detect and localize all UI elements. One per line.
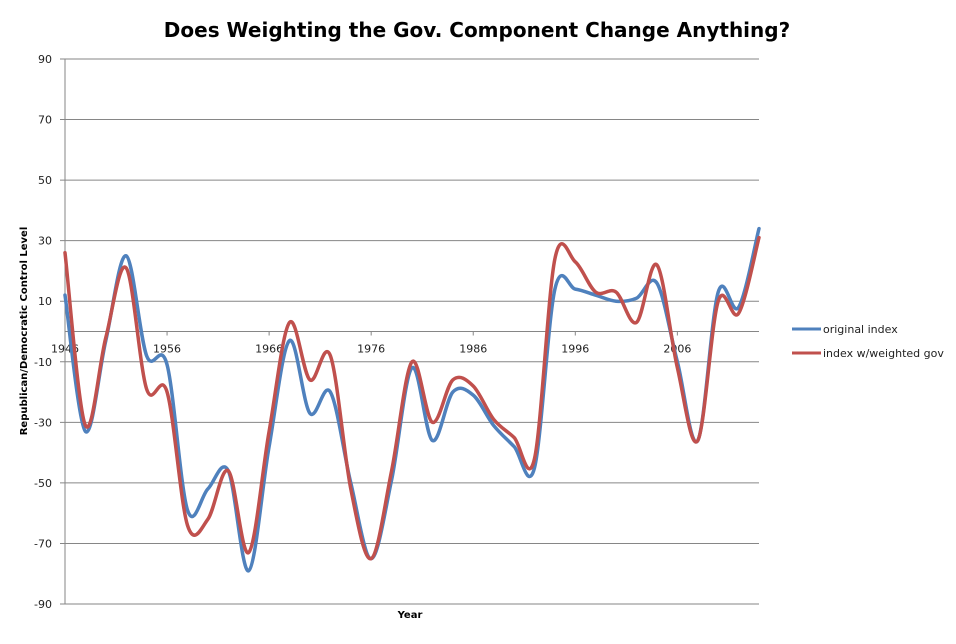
x-axis-label: Year — [397, 610, 423, 621]
y-axis-ticks: 90 70 50 30 10 -10 -30 -50 -70 -90 — [34, 53, 52, 611]
x-tick-label: 1976 — [357, 343, 385, 356]
y-tick-label: 10 — [38, 295, 52, 308]
x-tick-label: 1966 — [255, 343, 283, 356]
y-tick-label: -30 — [34, 416, 52, 429]
legend: original index index w/weighted gov — [792, 323, 944, 360]
x-tick-label: 2006 — [663, 343, 691, 356]
y-tick-label: 50 — [38, 174, 52, 187]
x-tick-label: 1996 — [561, 343, 589, 356]
y-tick-label: 30 — [38, 235, 52, 248]
legend-label-original-index: original index — [823, 323, 898, 336]
y-tick-label: 70 — [38, 114, 52, 127]
series-line-index-w-weighted-gov — [63, 235, 761, 561]
legend-label-weighted-gov: index w/weighted gov — [823, 347, 944, 360]
x-tick-label: 1986 — [459, 343, 487, 356]
series-lines — [63, 226, 761, 573]
chart-title: Does Weighting the Gov. Component Change… — [164, 18, 790, 42]
gridlines — [60, 58, 759, 605]
y-axis-label: Republican/Democratic Control Level — [19, 227, 30, 436]
y-tick-label: -50 — [34, 477, 52, 490]
y-tick-label: 90 — [38, 53, 52, 66]
y-tick-label: -70 — [34, 537, 52, 550]
x-tick-label: 1956 — [153, 343, 181, 356]
y-tick-label: -90 — [34, 598, 52, 611]
y-tick-label: -10 — [34, 356, 52, 369]
